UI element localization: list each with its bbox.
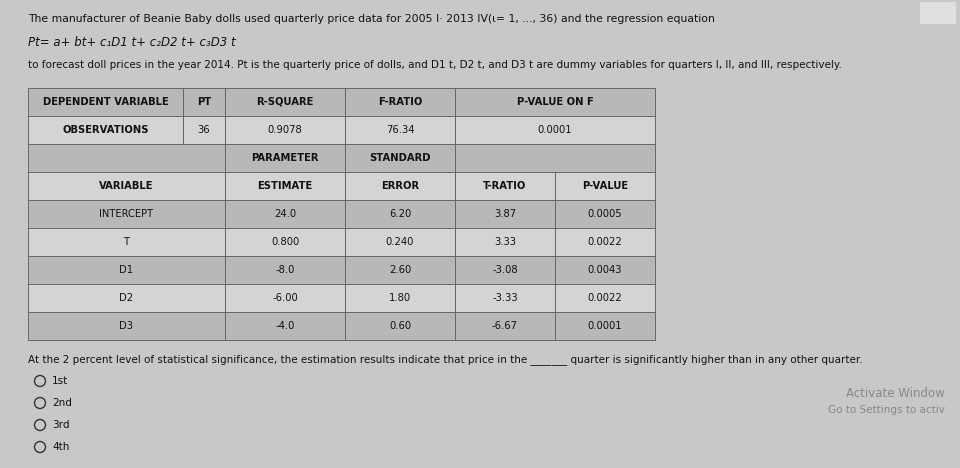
Text: 0.0022: 0.0022 [588,237,622,247]
Text: 24.0: 24.0 [274,209,296,219]
Text: 0.60: 0.60 [389,321,411,331]
Bar [28,284,225,312]
Bar [455,116,655,144]
Text: Activate Window: Activate Window [847,387,945,400]
Bar [28,312,225,340]
Bar [28,144,225,172]
Bar [28,88,183,116]
Text: 0.9078: 0.9078 [268,125,302,135]
Bar [225,228,345,256]
Text: 3.87: 3.87 [494,209,516,219]
Text: 0.0043: 0.0043 [588,265,622,275]
Text: P-VALUE ON F: P-VALUE ON F [516,97,593,107]
Text: 36: 36 [198,125,210,135]
Bar [345,228,455,256]
Bar [225,256,345,284]
Text: 6.20: 6.20 [389,209,411,219]
Text: ESTIMATE: ESTIMATE [257,181,313,191]
Bar [345,284,455,312]
Text: to forecast doll prices in the year 2014. Pt is the quarterly price of dolls, an: to forecast doll prices in the year 2014… [28,60,842,70]
Text: 0.240: 0.240 [386,237,414,247]
Bar [555,256,655,284]
Text: The manufacturer of Beanie Baby dolls used quarterly price data for 2005 I· 2013: The manufacturer of Beanie Baby dolls us… [28,14,715,24]
Bar [555,200,655,228]
Text: 2nd: 2nd [52,398,72,408]
Text: VARIABLE: VARIABLE [99,181,154,191]
Bar [225,312,345,340]
Text: -3.33: -3.33 [492,293,517,303]
Text: F-RATIO: F-RATIO [378,97,422,107]
Bar [28,228,225,256]
Text: 0.800: 0.800 [271,237,300,247]
Text: R-SQUARE: R-SQUARE [256,97,314,107]
Text: D3: D3 [119,321,133,331]
Text: 3rd: 3rd [52,420,69,430]
Bar [225,144,345,172]
Text: At the 2 percent level of statistical significance, the estimation results indic: At the 2 percent level of statistical si… [28,354,863,365]
Bar [28,256,225,284]
Text: ERROR: ERROR [381,181,420,191]
Bar [345,88,455,116]
Bar [455,200,555,228]
Bar [345,200,455,228]
Bar [183,88,225,116]
Text: OBSERVATIONS: OBSERVATIONS [62,125,149,135]
Text: P-VALUE: P-VALUE [582,181,628,191]
Text: Pt= a+ bt+ c₁D1 t+ c₂D2 t+ c₃D3 t: Pt= a+ bt+ c₁D1 t+ c₂D2 t+ c₃D3 t [28,36,235,49]
Bar [555,284,655,312]
Bar [28,116,183,144]
Text: -6.00: -6.00 [272,293,298,303]
Text: Go to Settings to activ: Go to Settings to activ [828,405,945,415]
Bar [225,200,345,228]
Text: INTERCEPT: INTERCEPT [100,209,154,219]
Text: 1st: 1st [52,376,68,386]
Bar [345,256,455,284]
Text: 0.0022: 0.0022 [588,293,622,303]
Bar [345,312,455,340]
Text: 76.34: 76.34 [386,125,415,135]
Bar [345,116,455,144]
Bar [225,88,345,116]
Text: -3.08: -3.08 [492,265,517,275]
Bar [225,284,345,312]
Bar [455,312,555,340]
Bar [455,172,555,200]
Bar [455,284,555,312]
Bar [455,228,555,256]
Text: 0.0001: 0.0001 [588,321,622,331]
Text: PT: PT [197,97,211,107]
Text: T-RATIO: T-RATIO [483,181,527,191]
Text: -8.0: -8.0 [276,265,295,275]
Text: -6.67: -6.67 [492,321,518,331]
Bar [555,172,655,200]
Text: T: T [124,237,130,247]
Bar [28,200,225,228]
Text: DEPENDENT VARIABLE: DEPENDENT VARIABLE [42,97,168,107]
Text: 0.0005: 0.0005 [588,209,622,219]
Bar [345,144,455,172]
Text: 2.60: 2.60 [389,265,411,275]
Text: 3.33: 3.33 [494,237,516,247]
Bar [555,312,655,340]
Text: 0.0001: 0.0001 [538,125,572,135]
Bar [225,116,345,144]
Text: 1.80: 1.80 [389,293,411,303]
Bar [345,172,455,200]
Bar [455,256,555,284]
Bar [225,172,345,200]
Bar [455,144,655,172]
Bar [28,172,225,200]
Bar [455,88,655,116]
Text: STANDARD: STANDARD [370,153,431,163]
Bar [920,2,956,24]
Bar [555,228,655,256]
Text: 4th: 4th [52,442,69,452]
Bar [183,116,225,144]
Text: PARAMETER: PARAMETER [252,153,319,163]
Text: D2: D2 [119,293,133,303]
Text: -4.0: -4.0 [276,321,295,331]
Text: D1: D1 [119,265,133,275]
